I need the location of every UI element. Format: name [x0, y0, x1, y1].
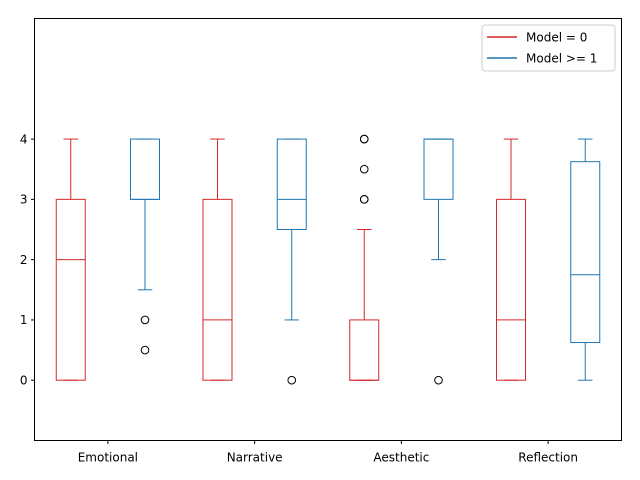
box-iqr — [202, 198, 233, 381]
legend-label-model-0: Model = 0 — [526, 31, 587, 45]
box-emotional-series-1 — [130, 138, 161, 355]
box-iqr — [495, 198, 526, 381]
y-tick-label: 4 — [20, 132, 28, 146]
box-reflection-series-0 — [495, 138, 526, 381]
y-tick-label: 3 — [20, 193, 28, 207]
y-tick-label: 0 — [20, 373, 28, 387]
x-tick-label: Emotional — [78, 451, 138, 465]
box-narrative-series-1 — [276, 138, 307, 385]
box-reflection-series-1 — [570, 138, 601, 381]
outlier-point — [359, 164, 369, 174]
box-aesthetic-series-0 — [349, 134, 380, 381]
chart-marks — [55, 134, 601, 385]
outlier-point — [140, 345, 150, 355]
x-axis: Emotional Narrative Aesthetic Reflection — [78, 440, 578, 465]
plot-frame — [34, 18, 622, 441]
box-iqr — [55, 198, 86, 381]
box-iqr — [570, 161, 601, 344]
box-aesthetic-series-1 — [423, 138, 454, 385]
x-tick-label: Narrative — [227, 451, 283, 465]
box-narrative-series-0 — [202, 138, 233, 381]
y-tick-label: 2 — [20, 253, 28, 267]
outlier-point — [359, 195, 369, 204]
outlier-point — [359, 134, 369, 144]
outlier-point — [140, 315, 150, 325]
x-tick-label: Reflection — [518, 451, 578, 465]
outlier-point — [434, 375, 443, 385]
y-tick-label: 1 — [20, 313, 28, 327]
outlier-point — [287, 375, 297, 385]
box-iqr — [276, 138, 307, 230]
y-axis: 0 1 2 3 4 — [20, 132, 35, 387]
x-tick-label: Aesthetic — [373, 451, 429, 465]
legend-label-model-1: Model >= 1 — [526, 52, 597, 66]
box-emotional-series-0 — [55, 138, 86, 381]
legend: Model = 0 Model >= 1 — [481, 24, 616, 72]
